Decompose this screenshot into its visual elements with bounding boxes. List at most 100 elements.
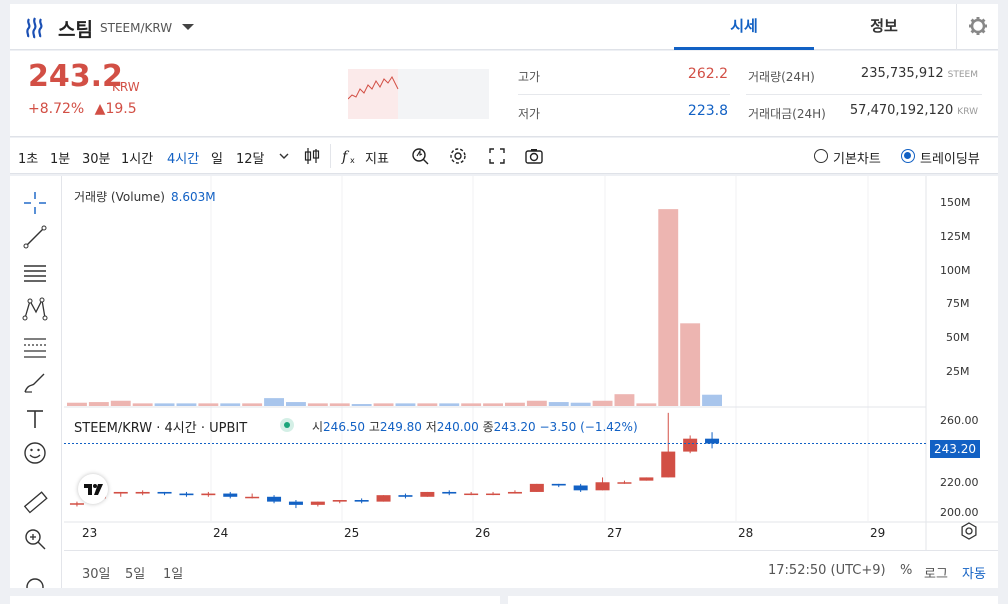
high-value: 262.2 [687,66,728,82]
horizontal-lines-icon[interactable] [22,260,48,286]
volume-bar [373,403,394,406]
candlestick-type-icon[interactable] [302,146,322,166]
candle-body [551,483,566,486]
low-label: 저가 [518,107,541,121]
candle-body [617,482,632,484]
candle-body [661,451,676,478]
volume-bar [154,403,175,406]
timeframe-day[interactable]: 일 [211,152,223,167]
emoji-icon[interactable] [22,440,48,466]
volume-axis-label: 150M [940,196,971,209]
brush-icon[interactable] [22,370,48,396]
chevron-down-icon[interactable] [274,146,294,166]
timeframe-12mo[interactable]: 12달 [236,152,265,167]
x-axis-label: 24 [213,526,229,540]
tradingview-icon [84,484,103,495]
range-1d[interactable]: 1일 [163,567,184,582]
tradingview-label[interactable]: 트레이딩뷰 [920,152,980,167]
range-30d[interactable]: 30일 [82,567,111,582]
price-axis-label: 220.00 [940,476,979,489]
close-label: 종 [482,420,494,434]
alert-icon[interactable] [410,146,430,166]
current-price: 243.2 [28,59,123,94]
coin-header: 스팀 STEEM/KRW 시세 정보 [10,4,998,50]
trend-line-icon[interactable] [22,224,48,250]
volume-bar [702,394,722,406]
x-axis-label: 28 [738,526,754,540]
gear-icon[interactable] [448,146,468,166]
gear-icon[interactable] [958,520,980,542]
chart-plot[interactable]: 거래량 (Volume) 8.603M 150M 125M 100M 75M 50… [64,176,998,588]
ruler-icon[interactable] [22,490,48,516]
volume-legend-value: 8.603M [170,190,216,204]
basic-chart-label[interactable]: 기본차트 [833,152,881,167]
log-scale-button[interactable]: 로그 [924,567,948,582]
panel-below-left [10,596,500,604]
magnet-icon[interactable] [22,574,48,588]
volume-bar [286,402,306,406]
volume-bar [176,403,197,406]
text-tool-icon[interactable] [22,406,48,432]
candle-body [332,500,347,502]
volume-bar [242,403,263,406]
indicators-button[interactable]: 지표 [365,152,389,167]
volume-bar [483,403,503,406]
price-summary: 243.2 KRW +8.72% ▲19.5 고가 262.2 저가 223.8… [10,51,998,137]
range-5d[interactable]: 5일 [125,567,146,582]
candlestick-chart[interactable] [64,176,998,550]
camera-icon[interactable] [524,146,544,166]
basic-chart-radio[interactable] [814,149,828,163]
timeframe-1s[interactable]: 1초 [18,152,39,167]
open-label: 시 [312,420,324,434]
volume-bar [592,400,613,406]
market-status-icon [280,418,294,432]
percent-scale-button[interactable]: % [900,563,913,578]
symbol-legend: STEEM/KRW · 4시간 · UPBIT [74,421,248,436]
candle-body [267,496,282,502]
candle-body [639,477,654,481]
candle-body [486,493,501,496]
settings-button[interactable] [956,4,998,50]
candle-body [69,503,84,505]
panel-below-right [508,596,998,604]
high-value: 249.80 [379,420,422,434]
timeframe-30m[interactable]: 30분 [82,152,111,167]
tab-info[interactable]: 정보 [870,17,898,35]
candle-body [464,493,479,496]
fullscreen-icon[interactable] [487,146,507,166]
pattern-icon[interactable] [22,296,48,322]
candle-body [223,493,238,497]
zoom-in-icon[interactable] [22,526,48,552]
open-value: 246.50 [323,420,366,434]
crosshair-icon[interactable] [22,190,48,216]
candle-body [179,493,194,496]
volume-bar [526,400,547,406]
timeframe-1m[interactable]: 1분 [50,152,71,167]
tradingview-radio[interactable] [901,149,915,163]
low-value: 223.8 [687,103,728,119]
fibonacci-icon[interactable] [22,334,48,360]
price-change: +8.72% ▲19.5 [28,101,137,117]
clock[interactable]: 17:52:50 (UTC+9) [768,563,886,578]
last-price-tag: 243.20 [930,440,980,458]
volume-bar [505,402,525,406]
tradingview-logo[interactable] [78,474,108,504]
timeframe-1h[interactable]: 1시간 [121,152,154,167]
tab-quote[interactable]: 시세 [674,4,814,50]
gear-icon [969,17,987,35]
volume-bar [548,402,569,406]
volume-bar [88,402,109,406]
auto-scale-button[interactable]: 자동 [962,567,986,582]
amount-24h-number: 57,470,192,120 [849,103,954,118]
volume-bar [417,403,438,406]
high-label: 고 [368,420,380,434]
x-axis-label: 25 [344,526,360,540]
candle-body [310,501,325,505]
divider [746,94,982,95]
volume-bar [658,209,679,406]
candle-body [245,496,260,499]
chevron-down-icon[interactable] [180,21,196,33]
timeframe-4h[interactable]: 4시간 [167,152,200,167]
